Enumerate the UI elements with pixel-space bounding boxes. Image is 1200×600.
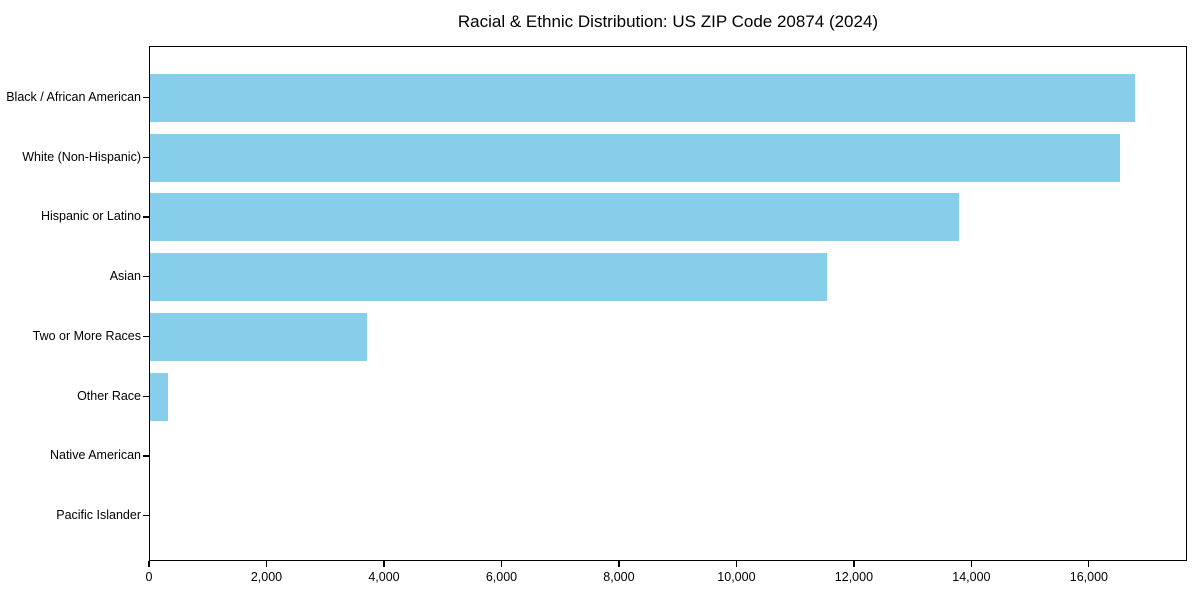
y-axis-tick <box>143 455 149 457</box>
y-axis-tick <box>143 216 149 218</box>
bar <box>150 133 1121 182</box>
x-axis-tick-label: 6,000 <box>485 570 518 584</box>
bar <box>150 73 1135 122</box>
x-axis-tick <box>383 561 385 567</box>
x-axis-tick-label: 10,000 <box>717 570 756 584</box>
bar <box>150 372 168 421</box>
bar <box>150 193 960 242</box>
x-axis-tick-label: 8,000 <box>603 570 635 584</box>
x-axis-tick-label: 14,000 <box>952 570 991 584</box>
y-axis-tick <box>143 156 149 158</box>
x-axis-tick <box>265 561 268 567</box>
x-axis-tick-label: 0 <box>145 570 153 584</box>
x-axis-tick-label: 4,000 <box>368 570 400 584</box>
y-axis-label: Other Race <box>77 388 141 403</box>
y-axis-label: Two or More Races <box>32 328 141 343</box>
x-axis-tick <box>970 561 972 567</box>
x-axis-tick-label: 16,000 <box>1069 570 1108 584</box>
y-axis-label: White (Non-Hispanic) <box>22 149 141 164</box>
bar <box>150 253 828 302</box>
y-axis-tick <box>143 395 149 397</box>
y-axis-tick <box>143 276 149 278</box>
y-axis-tick <box>143 96 149 99</box>
chart-title: Racial & Ethnic Distribution: US ZIP Cod… <box>457 12 879 31</box>
y-axis-label: Native American <box>49 448 141 463</box>
x-axis-tick <box>500 561 503 567</box>
x-axis-tick <box>853 561 855 567</box>
x-axis-tick <box>735 561 738 567</box>
x-axis-tick-label: 2,000 <box>250 570 283 584</box>
x-axis-tick <box>1088 561 1090 567</box>
plot-area <box>149 46 1187 561</box>
y-axis-tick <box>143 335 149 338</box>
y-axis-label: Asian <box>109 269 141 284</box>
x-axis-tick <box>148 561 150 567</box>
y-axis-label: Pacific Islander <box>56 508 141 523</box>
x-axis-tick-label: 12,000 <box>834 570 874 584</box>
y-axis-tick <box>143 515 149 517</box>
x-axis-tick <box>618 561 620 567</box>
bar <box>150 312 367 361</box>
y-axis-label: Black / African American <box>6 89 141 104</box>
y-axis-label: Hispanic or Latino <box>40 209 141 224</box>
